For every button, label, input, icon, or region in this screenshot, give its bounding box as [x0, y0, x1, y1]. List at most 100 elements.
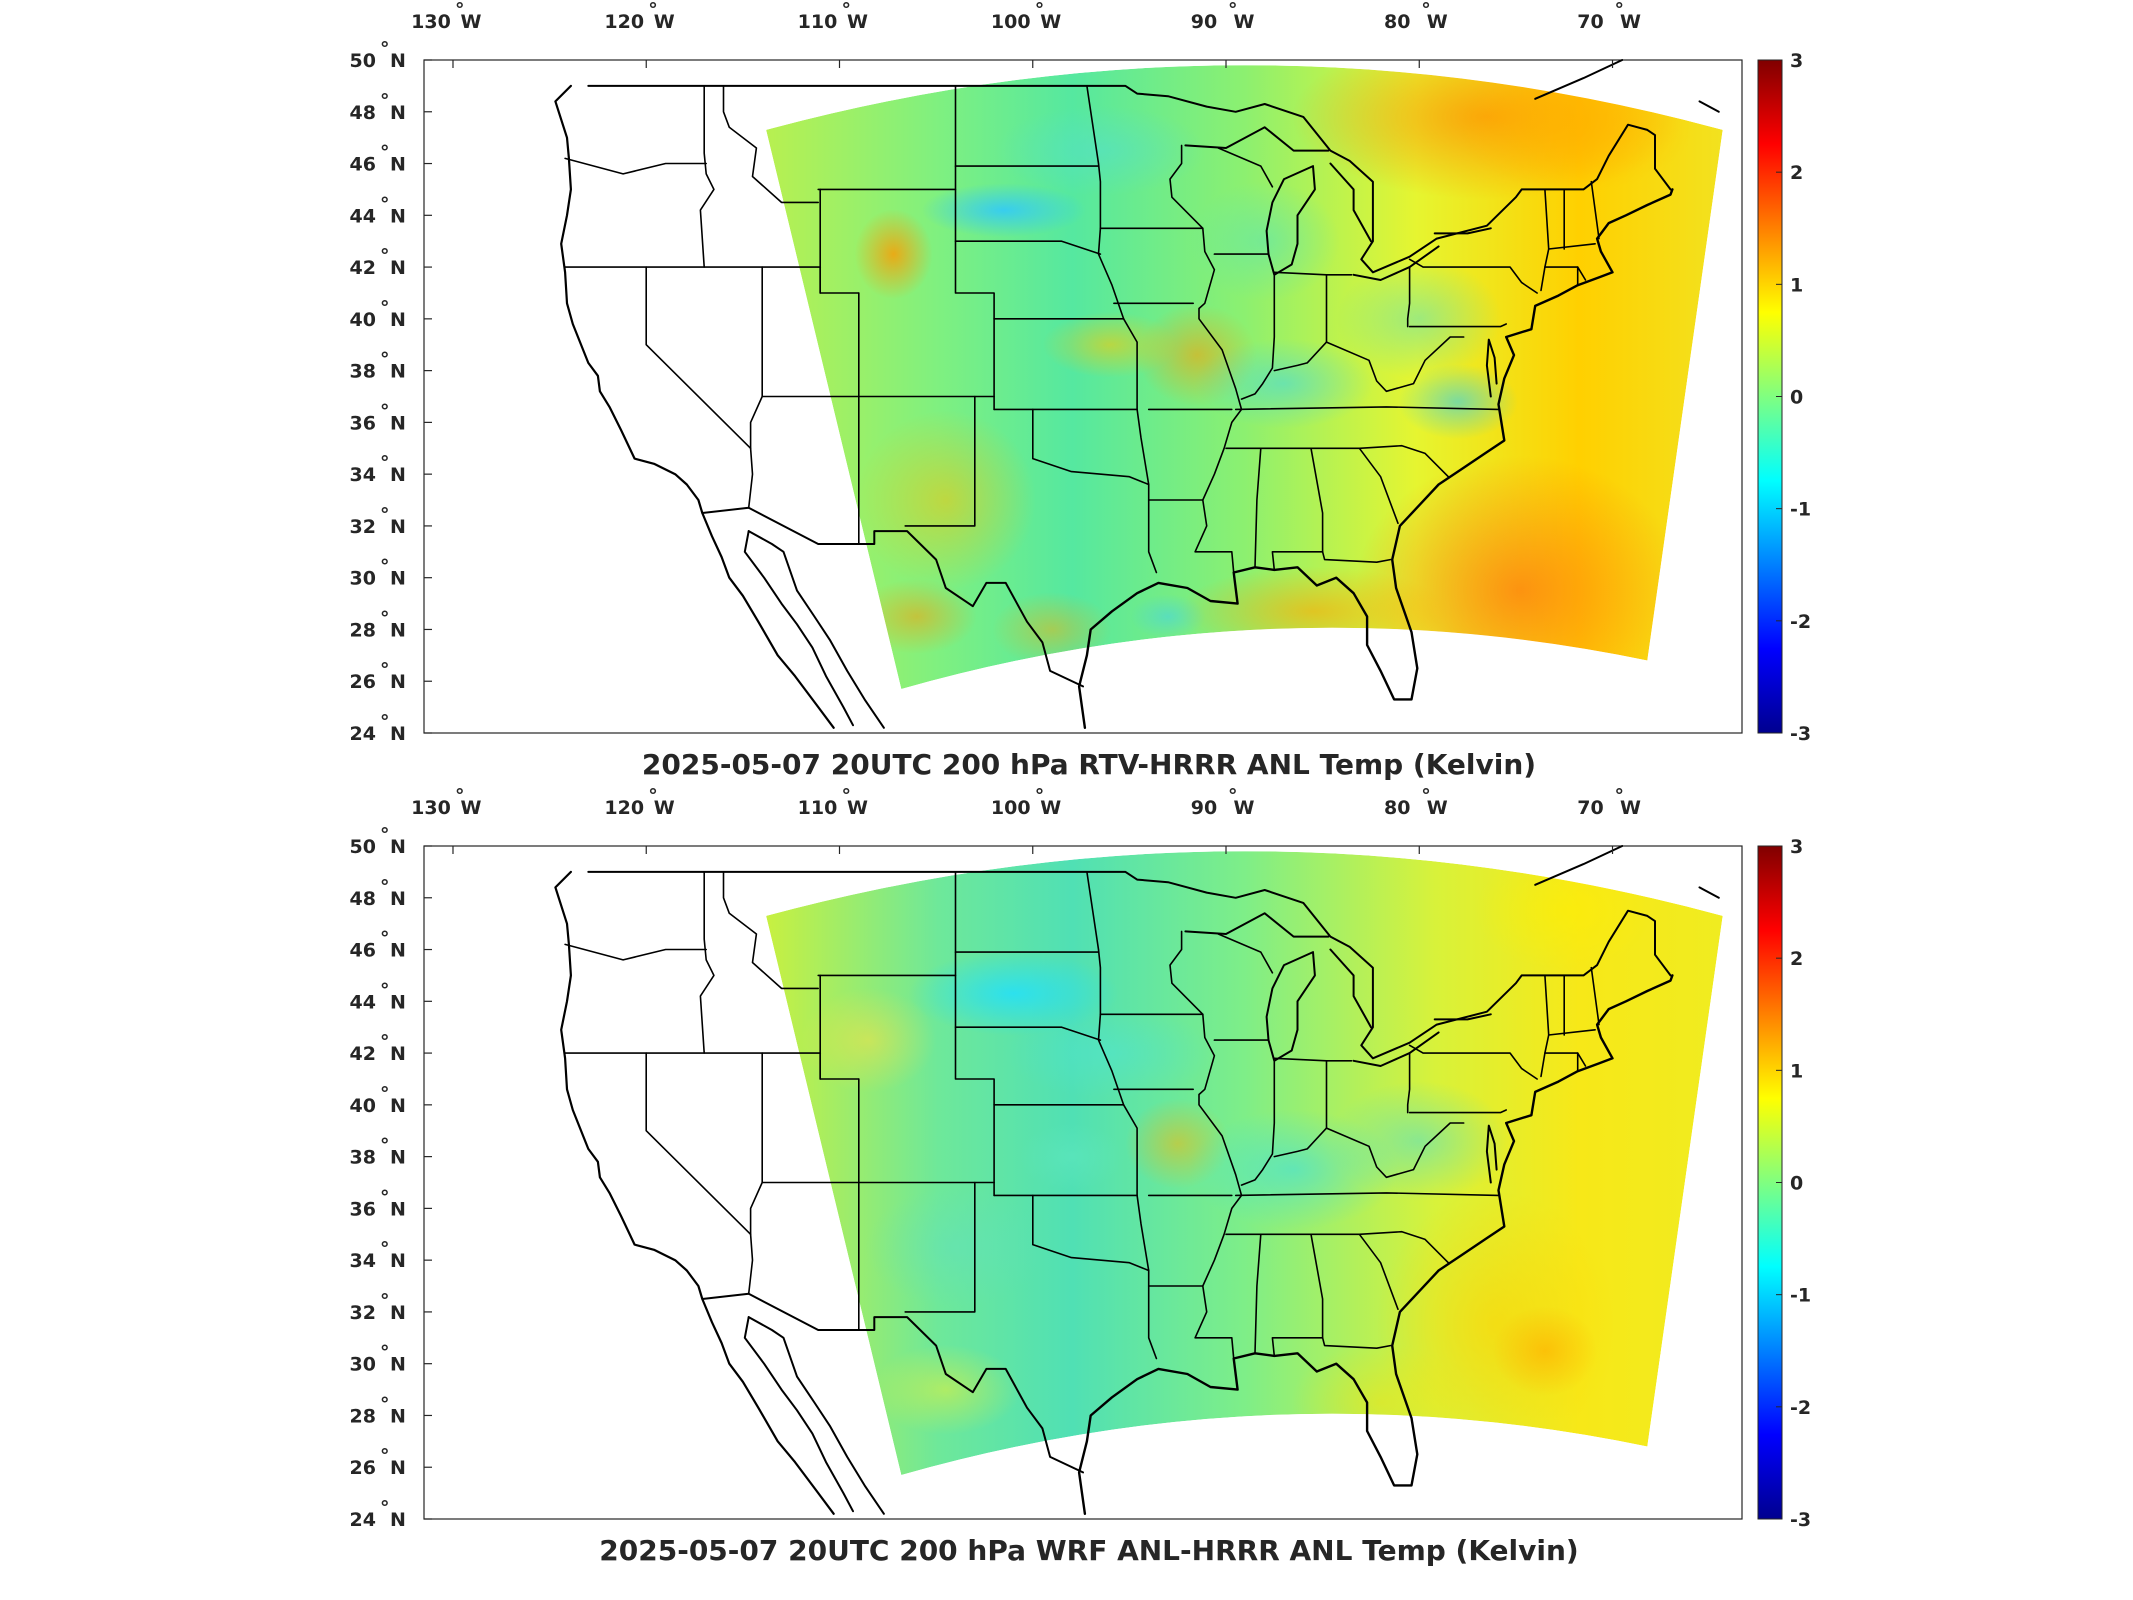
state-boundary	[699, 85, 715, 268]
canada-border	[587, 84, 1672, 274]
coastline-baja	[743, 1316, 854, 1513]
state-boundary	[1225, 1230, 1450, 1264]
field-anomaly	[995, 105, 1206, 196]
state-boundary	[954, 871, 995, 1197]
lon-tick-hemisphere: W	[1620, 797, 1641, 819]
state-boundary	[1240, 1059, 1276, 1186]
colorbar-tick-label: -2	[1790, 1397, 1811, 1419]
state-boundary	[1576, 266, 1587, 281]
coastline-baja	[743, 530, 854, 727]
coastline-west	[554, 870, 835, 1515]
degree-symbol: °	[380, 245, 390, 267]
coastline-east	[1077, 974, 1674, 1515]
state-boundary	[1540, 188, 1550, 292]
lat-tick-hemisphere: N	[390, 412, 406, 434]
field-anomaly	[1397, 364, 1518, 440]
coastline-mexico-west	[747, 530, 885, 729]
degree-symbol: °	[1615, 0, 1625, 21]
field-anomaly	[1189, 181, 1340, 302]
state-boundary	[954, 85, 995, 411]
map-panel-rtv: 130 ° W 120 ° W 110 ° W 100 ° W 90 ° W 80 ° W 70 ° W 50 ° N 48 ° N…	[350, 0, 1812, 781]
colorbar-tick-label: -1	[1790, 1285, 1811, 1307]
lat-tick-label: 24	[350, 1509, 376, 1531]
lon-tick-label: 120	[604, 797, 644, 819]
lon-tick-label: 90	[1191, 797, 1217, 819]
lon-tick-label: 80	[1384, 11, 1410, 33]
state-boundary	[645, 1052, 752, 1236]
colorbar-tick-label: 1	[1790, 1060, 1803, 1082]
degree-symbol: °	[841, 786, 851, 807]
state-boundary	[1358, 447, 1399, 525]
chesapeake-bay	[1485, 338, 1498, 398]
state-boundary	[564, 157, 708, 175]
lon-tick-hemisphere: W	[654, 797, 675, 819]
lat-tick-hemisphere: N	[390, 1250, 406, 1272]
lat-tick-hemisphere: N	[390, 154, 406, 176]
coastline-canada	[1534, 845, 1624, 886]
lon-tick-label: 80	[1384, 797, 1410, 819]
state-boundary	[1540, 974, 1550, 1078]
lat-tick-label: 28	[350, 1405, 376, 1427]
degree-symbol: °	[380, 1497, 390, 1519]
lat-tick-hemisphere: N	[390, 257, 406, 279]
state-boundary	[1325, 1122, 1465, 1179]
lat-tick-label: 48	[350, 888, 376, 910]
degree-symbol: °	[380, 193, 390, 215]
degree-symbol: °	[380, 1342, 390, 1364]
field-anomaly	[1042, 311, 1178, 378]
lat-tick-hemisphere: N	[390, 1354, 406, 1376]
lat-tick-label: 28	[350, 619, 376, 641]
field-anomaly	[854, 209, 933, 300]
field-anomaly	[1492, 1305, 1598, 1396]
lat-tick-hemisphere: N	[390, 1457, 406, 1479]
lat-tick-label: 50	[350, 836, 376, 858]
colorbar-tick-label: 3	[1790, 836, 1803, 858]
degree-symbol: °	[1035, 786, 1045, 807]
map-figure: 130°W 120°W 110°W 100°W 90°W 80°W 70°W50°N48°N…	[350, 786, 1812, 1531]
state-boundary	[747, 266, 764, 509]
degree-symbol: °	[380, 1393, 390, 1415]
coastline-canada	[1698, 886, 1720, 899]
degree-symbol: °	[455, 786, 465, 807]
state-boundary	[904, 1181, 976, 1313]
lon-tick-hemisphere: W	[461, 797, 482, 819]
degree-symbol: °	[380, 1238, 390, 1260]
state-boundary	[645, 266, 752, 450]
field-anomaly	[855, 410, 1036, 591]
coastline-west	[554, 84, 835, 729]
degree-symbol: °	[1615, 786, 1625, 807]
lat-tick-label: 38	[350, 361, 376, 383]
temperature-field	[766, 65, 1723, 689]
lat-tick-label: 40	[350, 1095, 376, 1117]
field-anomaly	[865, 1187, 1046, 1308]
mexico-border	[701, 1292, 1084, 1474]
state-boundary	[1225, 444, 1450, 478]
map-title: 2025-05-07 20UTC 200 hPa WRF ANL-HRRR AN…	[599, 1534, 1579, 1567]
state-boundary	[1032, 408, 1150, 486]
state-boundary	[1273, 1057, 1353, 1062]
state-boundary	[1234, 406, 1500, 411]
colorbar-tick-label: 0	[1790, 387, 1803, 409]
mexico-border	[701, 506, 1084, 688]
degree-symbol: °	[380, 38, 390, 60]
state-boundary	[1273, 1059, 1328, 1158]
lat-tick-hemisphere: N	[390, 1405, 406, 1427]
state-boundary	[722, 85, 820, 204]
lat-tick-hemisphere: N	[390, 102, 406, 124]
lat-tick-label: 32	[350, 1302, 376, 1324]
colorbar-tick-label: 1	[1790, 274, 1803, 296]
state-boundary	[1408, 1109, 1507, 1114]
lon-tick-label: 110	[798, 11, 838, 33]
state-boundary	[1358, 1233, 1399, 1311]
lake-superior	[1184, 912, 1330, 938]
state-boundary	[1547, 243, 1596, 250]
state-boundary	[1406, 266, 1411, 328]
lat-tick-hemisphere: N	[390, 723, 406, 745]
lat-tick-label: 36	[350, 412, 376, 434]
degree-symbol: °	[380, 504, 390, 526]
state-boundary	[1576, 1052, 1587, 1067]
state-boundary	[904, 395, 976, 527]
state-boundary	[1254, 447, 1262, 569]
lat-tick-hemisphere: N	[390, 888, 406, 910]
lon-tick-hemisphere: W	[1040, 11, 1061, 33]
